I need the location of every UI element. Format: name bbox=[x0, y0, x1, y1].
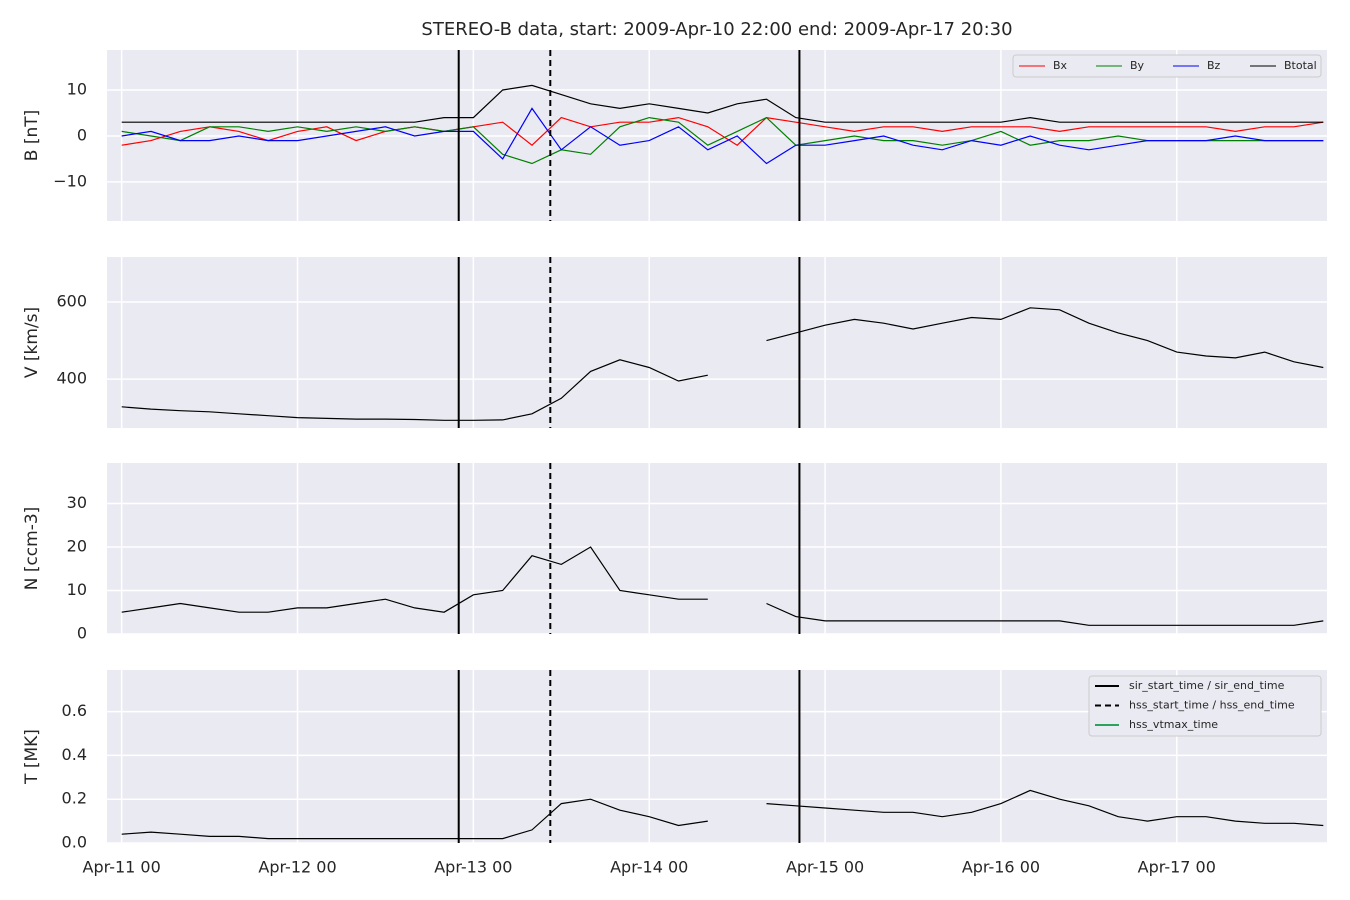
x-tick-label: Apr-12 00 bbox=[258, 858, 336, 877]
legend-label: By bbox=[1130, 59, 1145, 72]
y-tick-label: 400 bbox=[56, 369, 87, 388]
y-axis-label: B [nT] bbox=[22, 110, 42, 162]
x-tick-label: Apr-13 00 bbox=[434, 858, 512, 877]
data-line bbox=[121, 359, 708, 421]
y-axis-label: N [ccm-3] bbox=[22, 507, 42, 591]
x-tick-label: Apr-14 00 bbox=[610, 858, 688, 877]
legend-label: Btotal bbox=[1284, 59, 1317, 72]
legend-label: Bz bbox=[1207, 59, 1221, 72]
legend-label: hss_vtmax_time bbox=[1129, 718, 1218, 731]
y-tick-label: 10 bbox=[67, 79, 87, 98]
y-tick-label: 0 bbox=[77, 125, 87, 144]
data-line bbox=[766, 789, 1324, 827]
data-line bbox=[766, 602, 1324, 626]
legend-box bbox=[1088, 675, 1322, 737]
y-axis-label: T [MK] bbox=[22, 729, 42, 785]
y-tick-label: 0.0 bbox=[62, 833, 87, 852]
legend-label: Bx bbox=[1053, 59, 1068, 72]
y-tick-label: 0.6 bbox=[62, 701, 87, 720]
data-line bbox=[121, 798, 708, 840]
y-tick-label: 0.2 bbox=[62, 789, 87, 808]
x-tick-label: Apr-11 00 bbox=[83, 858, 161, 877]
y-tick-label: 20 bbox=[67, 536, 87, 555]
x-tick-label: Apr-16 00 bbox=[962, 858, 1040, 877]
data-line bbox=[121, 84, 1324, 123]
y-tick-label: 30 bbox=[67, 493, 87, 512]
y-tick-label: 0 bbox=[77, 624, 87, 643]
data-line bbox=[121, 116, 1324, 146]
y-tick-label: 600 bbox=[56, 292, 87, 311]
x-tick-label: Apr-15 00 bbox=[786, 858, 864, 877]
y-axis-label: V [km/s] bbox=[22, 307, 42, 378]
y-tick-label: 0.4 bbox=[62, 745, 87, 764]
x-tick-label: Apr-17 00 bbox=[1138, 858, 1216, 877]
data-line bbox=[121, 107, 1324, 165]
legend-box bbox=[1012, 54, 1322, 78]
plot-background bbox=[107, 257, 1327, 428]
legend-label: hss_start_time / hss_end_time bbox=[1129, 699, 1295, 712]
plot-background bbox=[107, 463, 1327, 634]
data-line bbox=[766, 307, 1324, 369]
legend-label: sir_start_time / sir_end_time bbox=[1129, 679, 1285, 692]
data-line bbox=[121, 546, 708, 613]
data-line bbox=[121, 116, 1324, 165]
y-tick-label: −10 bbox=[53, 171, 87, 190]
y-tick-label: 10 bbox=[67, 580, 87, 599]
chart-title: STEREO-B data, start: 2009-Apr-10 22:00 … bbox=[421, 19, 1012, 40]
